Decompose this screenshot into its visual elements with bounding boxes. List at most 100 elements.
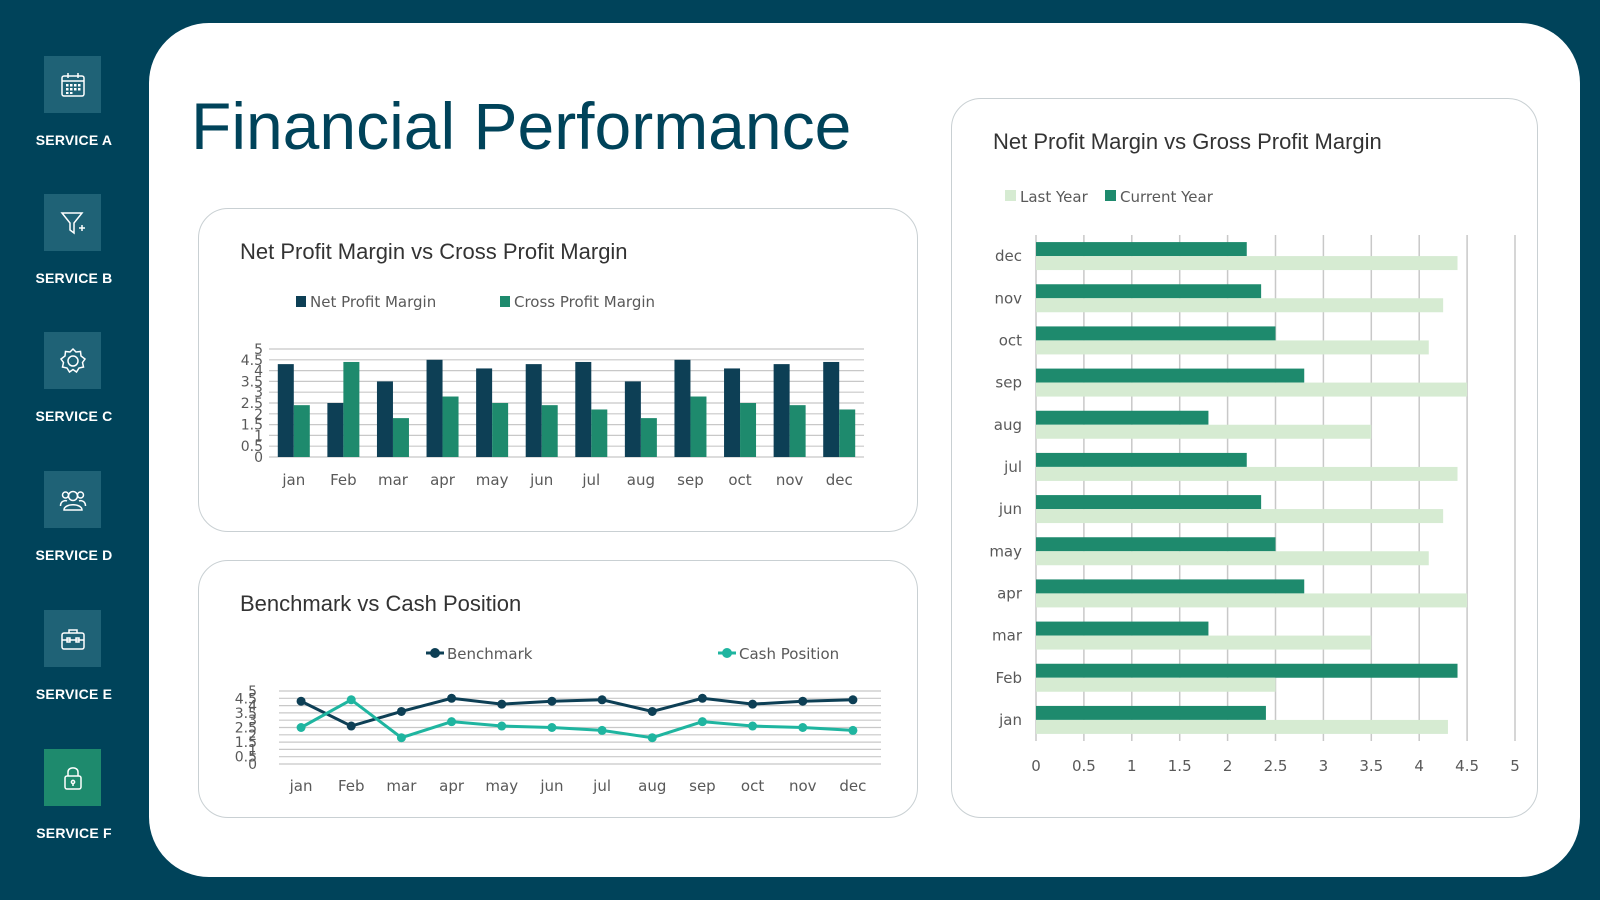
point-benchmark xyxy=(497,699,507,709)
bar-net xyxy=(327,403,344,457)
bar-last-year xyxy=(1036,340,1429,355)
point-cash-position xyxy=(597,725,607,735)
point-benchmark xyxy=(748,699,758,709)
legend-marker xyxy=(722,648,732,658)
x-tick-label: 4 xyxy=(1414,757,1424,775)
point-cash-position xyxy=(647,733,657,743)
point-benchmark xyxy=(396,706,406,716)
legend-label: Current Year xyxy=(1120,188,1214,206)
x-tick-label: aug xyxy=(638,777,666,795)
y-tick-label: 5 xyxy=(254,342,263,358)
x-tick-label: mar xyxy=(386,777,417,795)
x-tick-label: 1.5 xyxy=(1168,757,1192,775)
legend-label: Cash Position xyxy=(739,645,839,663)
x-tick-label: dec xyxy=(826,471,853,489)
sidebar: SERVICE A SERVICE B SERVICE C SERVICE D xyxy=(0,0,148,900)
bar-net xyxy=(724,368,741,457)
bar-current-year xyxy=(1036,663,1458,678)
bar-net xyxy=(823,361,840,457)
y-tick-label: dec xyxy=(995,247,1022,265)
y-tick-label: 1 xyxy=(248,742,257,758)
point-cash-position xyxy=(497,721,507,731)
bar-current-year xyxy=(1036,242,1247,257)
legend-swatch xyxy=(1105,190,1116,201)
x-tick-label: 5 xyxy=(1510,757,1520,775)
x-tick-label: jun xyxy=(539,777,563,795)
x-tick-label: jan xyxy=(281,471,305,489)
bar-chart-card: Net Profit Margin vs Cross Profit Margin… xyxy=(198,208,918,532)
sidebar-item-label: SERVICE A xyxy=(35,132,113,148)
y-tick-label: 4.5 xyxy=(235,691,257,707)
legend-swatch xyxy=(500,296,510,307)
bar-cross xyxy=(690,396,707,457)
y-tick-label: 4.5 xyxy=(241,353,263,369)
bar-current-year xyxy=(1036,452,1247,467)
bar-cross xyxy=(442,396,459,457)
y-tick-label: 2.5 xyxy=(235,721,257,737)
y-tick-label: oct xyxy=(999,331,1022,349)
x-tick-label: 4.5 xyxy=(1455,757,1479,775)
point-cash-position xyxy=(346,695,356,705)
x-tick-label: 2.5 xyxy=(1264,757,1288,775)
bar-last-year xyxy=(1036,551,1429,566)
x-tick-label: aug xyxy=(627,471,655,489)
x-tick-label: nov xyxy=(776,471,804,489)
hbar-chart-title: Net Profit Margin vs Gross Profit Margin xyxy=(993,129,1382,154)
y-tick-label: 0 xyxy=(254,450,263,466)
gear-icon xyxy=(44,332,101,389)
bar-cross xyxy=(640,418,657,457)
x-tick-label: jul xyxy=(581,471,600,489)
x-tick-label: apr xyxy=(430,471,456,489)
y-tick-label: 4 xyxy=(254,364,263,380)
y-tick-label: may xyxy=(989,542,1022,560)
point-benchmark xyxy=(547,696,557,706)
bar-cross xyxy=(343,361,360,457)
bar-net xyxy=(525,364,542,457)
x-tick-label: nov xyxy=(789,777,817,795)
bar-chart-title: Net Profit Margin vs Cross Profit Margin xyxy=(240,239,628,264)
y-tick-label: 5 xyxy=(248,684,257,700)
x-tick-label: sep xyxy=(677,471,704,489)
x-tick-label: Feb xyxy=(338,777,365,795)
line-chart-title: Benchmark vs Cash Position xyxy=(240,591,522,616)
legend-label: Cross Profit Margin xyxy=(514,293,655,311)
point-benchmark xyxy=(597,695,607,705)
x-tick-label: jun xyxy=(529,471,553,489)
bar-cross xyxy=(789,405,806,457)
y-tick-label: jul xyxy=(1003,458,1022,476)
bar-last-year xyxy=(1036,677,1276,692)
funnel-icon xyxy=(44,194,101,251)
bar-net xyxy=(624,381,641,457)
x-tick-label: dec xyxy=(839,777,866,795)
x-tick-label: may xyxy=(485,777,518,795)
x-tick-label: 1 xyxy=(1127,757,1137,775)
bar-net xyxy=(376,381,393,457)
bar-current-year xyxy=(1036,621,1209,636)
point-cash-position xyxy=(547,723,557,732)
x-tick-label: jan xyxy=(289,777,313,795)
point-benchmark xyxy=(346,721,356,731)
point-benchmark xyxy=(647,706,657,716)
point-cash-position xyxy=(296,723,306,732)
legend-label: Benchmark xyxy=(447,645,533,663)
y-tick-label: 3.5 xyxy=(241,374,263,390)
x-tick-label: oct xyxy=(728,471,751,489)
x-tick-label: apr xyxy=(439,777,465,795)
legend-marker xyxy=(430,648,440,658)
bar-cross xyxy=(740,403,757,457)
calendar-icon xyxy=(44,56,101,113)
y-tick-label: 3.5 xyxy=(235,706,257,722)
bar-last-year xyxy=(1036,424,1372,439)
x-tick-label: 2 xyxy=(1223,757,1233,775)
briefcase-icon xyxy=(44,610,101,667)
y-tick-label: Feb xyxy=(995,669,1022,687)
y-tick-label: 3 xyxy=(248,713,257,729)
y-tick-label: sep xyxy=(995,374,1022,392)
line-benchmark xyxy=(300,696,853,728)
y-tick-label: 1.5 xyxy=(235,735,257,751)
x-tick-label: Feb xyxy=(330,471,357,489)
bar-cross xyxy=(839,409,856,457)
bar-last-year xyxy=(1036,593,1468,608)
bar-net xyxy=(773,364,790,457)
y-tick-label: 2.5 xyxy=(241,396,263,412)
